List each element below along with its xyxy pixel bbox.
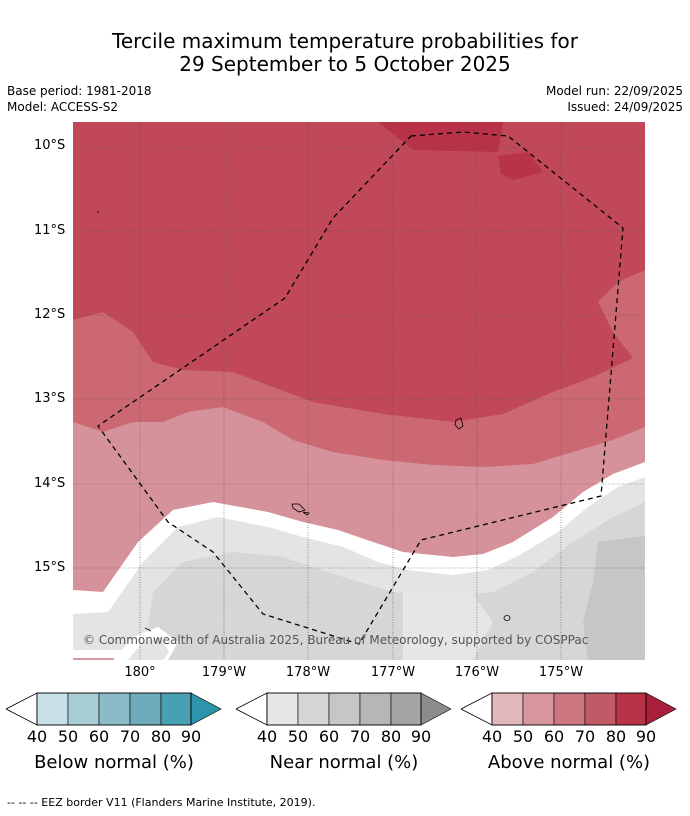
lon-label-177w: 177°W xyxy=(370,665,416,680)
graticule xyxy=(73,122,645,660)
model-name: Model: ACCESS-S2 xyxy=(7,100,119,114)
meta-left: Base period: 1981-2018 Model: ACCESS-S2 xyxy=(7,83,152,115)
colorbar-below-normal xyxy=(5,692,222,726)
colorbar-swatch xyxy=(491,692,524,726)
tick: 60 xyxy=(543,727,565,746)
lon-label-176w: 176°W xyxy=(454,665,500,680)
title-line-1: Tercile maximum temperature probabilitie… xyxy=(112,29,578,53)
lat-label-14s: 14°S xyxy=(34,476,66,491)
lon-label-178w: 178°W xyxy=(285,665,331,680)
lon-label-175w: 175°W xyxy=(538,665,584,680)
colorbar-max-arrow xyxy=(420,692,452,726)
meta-right: Model run: 22/09/2025 Issued: 24/09/2025 xyxy=(546,83,683,115)
probability-map[interactable] xyxy=(73,122,645,660)
issued-date: Issued: 24/09/2025 xyxy=(567,100,683,114)
lat-label-15s: 15°S xyxy=(34,560,66,575)
tick: 70 xyxy=(349,727,371,746)
colorbar-swatch xyxy=(615,692,647,726)
base-period: Base period: 1981-2018 xyxy=(7,84,152,98)
tick: 50 xyxy=(512,727,534,746)
legend-below-normal: 40 50 60 70 80 90 Below normal (%) xyxy=(5,692,222,773)
tick: 40 xyxy=(26,727,48,746)
lon-label-179w: 179°W xyxy=(201,665,247,680)
tick: 50 xyxy=(57,727,79,746)
lat-label-12s: 12°S xyxy=(34,307,66,322)
eez-border xyxy=(97,131,624,645)
lat-label-10s: 10°S xyxy=(34,138,66,153)
legend-label: Above normal (%) xyxy=(487,752,651,773)
legend-label: Near normal (%) xyxy=(269,752,419,773)
tick: 90 xyxy=(180,727,202,746)
colorbar-min-arrow xyxy=(5,692,38,726)
region-above-80-north xyxy=(378,122,503,152)
legend-near-normal: 40 50 60 70 80 90 Near normal (%) xyxy=(235,692,452,773)
tick: 50 xyxy=(287,727,309,746)
lat-label-11s: 11°S xyxy=(34,223,66,238)
tick: 80 xyxy=(150,727,172,746)
colorbar-near-normal xyxy=(235,692,452,726)
region-bottom-strip-red xyxy=(73,658,123,660)
colorbar-swatch xyxy=(297,692,330,726)
region-near-40-south xyxy=(403,592,493,660)
region-above-80-east xyxy=(498,152,543,180)
colorbar-swatch xyxy=(553,692,586,726)
colorbar-frame xyxy=(491,692,647,726)
region-small-gray-patch xyxy=(128,637,169,660)
colorbar-max-arrow xyxy=(190,692,222,726)
colorbar-swatch xyxy=(36,692,69,726)
colorbar-frame xyxy=(36,692,192,726)
colorbar-swatch xyxy=(390,692,422,726)
legend-above-normal: 40 50 60 70 80 90 Above normal (%) xyxy=(460,692,677,773)
island-icon xyxy=(302,511,310,516)
colorbar-swatch xyxy=(522,692,555,726)
colorbar-above-normal xyxy=(460,692,677,726)
tick: 60 xyxy=(318,727,340,746)
copyright-notice: © Commonwealth of Australia 2025, Bureau… xyxy=(83,633,589,647)
island-icon xyxy=(97,211,99,213)
colorbar-swatch xyxy=(359,692,392,726)
title-line-2: 29 September to 5 October 2025 xyxy=(179,52,511,76)
tick: 80 xyxy=(380,727,402,746)
region-bottom-strip xyxy=(73,650,133,660)
island-icon xyxy=(503,615,511,621)
colorbar-swatch xyxy=(584,692,617,726)
colorbar-swatch xyxy=(266,692,299,726)
tick: 90 xyxy=(410,727,432,746)
tick: 60 xyxy=(88,727,110,746)
colorbar-swatch xyxy=(129,692,162,726)
colorbar-max-arrow xyxy=(645,692,677,726)
region-near-60 xyxy=(583,536,645,660)
region-near-50 xyxy=(143,502,645,660)
legend-label: Below normal (%) xyxy=(34,752,194,773)
lat-label-13s: 13°S xyxy=(34,391,66,406)
island-icon xyxy=(144,627,152,632)
tick: 40 xyxy=(481,727,503,746)
tick: 70 xyxy=(574,727,596,746)
island-icon xyxy=(454,417,464,430)
colorbar-min-arrow xyxy=(235,692,268,726)
tick: 90 xyxy=(635,727,657,746)
map-title: Tercile maximum temperature probabilitie… xyxy=(0,30,690,76)
eez-footnote: -- -- -- EEZ border V11 (Flanders Marine… xyxy=(7,796,316,809)
island-icon xyxy=(291,503,306,513)
model-run: Model run: 22/09/2025 xyxy=(545,84,683,98)
colorbar-swatch xyxy=(67,692,100,726)
colorbar-swatch xyxy=(328,692,361,726)
tick: 80 xyxy=(605,727,627,746)
colorbar-min-arrow xyxy=(460,692,493,726)
colorbar-swatch xyxy=(160,692,192,726)
colorbar-frame xyxy=(266,692,422,726)
tick: 70 xyxy=(119,727,141,746)
tick: 40 xyxy=(256,727,278,746)
lon-label-180: 180° xyxy=(124,665,156,680)
colorbar-swatch xyxy=(98,692,131,726)
